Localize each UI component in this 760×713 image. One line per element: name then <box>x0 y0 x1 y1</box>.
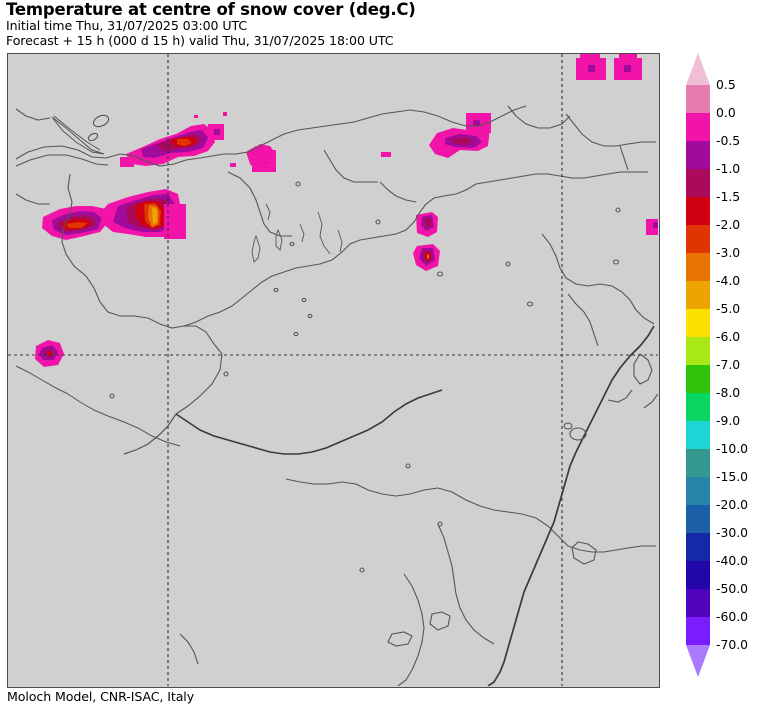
colorbar-swatch-18 <box>686 589 710 617</box>
patch-far-east <box>646 219 658 235</box>
colorbar-swatch-15 <box>686 505 710 533</box>
colorbar-tick-18: -50.0 <box>716 581 749 596</box>
model-credit: Moloch Model, CNR-ISAC, Italy <box>7 689 195 704</box>
colorbar-tick-1: 0.0 <box>716 105 736 120</box>
patch-central-alps <box>120 124 276 172</box>
colorbar-swatch-19 <box>686 617 710 645</box>
colorbar-swatch-5 <box>686 225 710 253</box>
colorbar-swatch-12 <box>686 421 710 449</box>
page-title: Temperature at centre of snow cover (deg… <box>6 0 416 19</box>
header-block: Temperature at centre of snow cover (deg… <box>6 0 686 47</box>
colorbar-tick-16: -30.0 <box>716 525 749 540</box>
patch-eastern-alps <box>429 113 491 158</box>
forecast-valid-line: Forecast + 15 h (000 d 15 h) valid Thu, … <box>6 32 394 48</box>
colorbar-tick-0: 0.5 <box>716 77 736 92</box>
colorbar-tick-20: -70.0 <box>716 637 749 652</box>
patch-northeast-b <box>614 54 642 80</box>
patch-sliver-west <box>381 152 391 157</box>
colorbar <box>686 53 710 677</box>
patch-northeast-a <box>576 54 606 80</box>
colorbar-swatch-11 <box>686 393 710 421</box>
patch-western-alps <box>42 189 186 240</box>
colorbar-swatch-9 <box>686 337 710 365</box>
colorbar-tick-6: -3.0 <box>716 245 741 260</box>
initial-time-line: Initial time Thu, 31/07/2025 03:00 UTC <box>6 18 248 33</box>
colorbar-swatch-7 <box>686 281 710 309</box>
colorbar-swatch-6 <box>686 253 710 281</box>
colorbar-swatch-0 <box>686 85 710 113</box>
map-canvas <box>8 54 658 686</box>
colorbar-tick-15: -20.0 <box>716 497 749 512</box>
colorbar-cells <box>686 85 710 645</box>
colorbar-tick-19: -60.0 <box>716 609 749 624</box>
map-background <box>8 54 658 686</box>
patch-tauern-lower <box>413 244 440 271</box>
colorbar-swatch-10 <box>686 365 710 393</box>
patch-west-outlier <box>35 340 64 367</box>
patch-dot-1 <box>223 112 227 116</box>
temperature-field <box>35 54 658 367</box>
colorbar-swatch-16 <box>686 533 710 561</box>
colorbar-under-arrow <box>686 645 710 677</box>
colorbar-swatch-14 <box>686 477 710 505</box>
colorbar-over-arrow <box>686 53 710 85</box>
colorbar-swatch-13 <box>686 449 710 477</box>
colorbar-tick-14: -15.0 <box>716 469 749 484</box>
colorbar-swatch-2 <box>686 141 710 169</box>
colorbar-swatch-17 <box>686 561 710 589</box>
colorbar-swatch-1 <box>686 113 710 141</box>
patch-tauern-upper <box>416 212 438 237</box>
colorbar-swatch-8 <box>686 309 710 337</box>
colorbar-swatch-4 <box>686 197 710 225</box>
colorbar-tick-8: -5.0 <box>716 301 741 316</box>
colorbar-tick-2: -0.5 <box>716 133 741 148</box>
colorbar-tick-12: -9.0 <box>716 413 741 428</box>
colorbar-tick-10: -7.0 <box>716 357 741 372</box>
colorbar-tick-3: -1.0 <box>716 161 741 176</box>
colorbar-tick-4: -1.5 <box>716 189 741 204</box>
colorbar-tick-13: -10.0 <box>716 441 749 456</box>
graticule <box>8 54 658 686</box>
map-panel[interactable] <box>7 53 660 688</box>
coastlines-and-borders <box>15 105 658 686</box>
colorbar-swatch-3 <box>686 169 710 197</box>
colorbar-tick-7: -4.0 <box>716 273 741 288</box>
colorbar-tick-5: -2.0 <box>716 217 741 232</box>
colorbar-tick-9: -6.0 <box>716 329 741 344</box>
patch-dot-2 <box>194 115 198 118</box>
colorbar-tick-17: -40.0 <box>716 553 749 568</box>
colorbar-tick-11: -8.0 <box>716 385 741 400</box>
